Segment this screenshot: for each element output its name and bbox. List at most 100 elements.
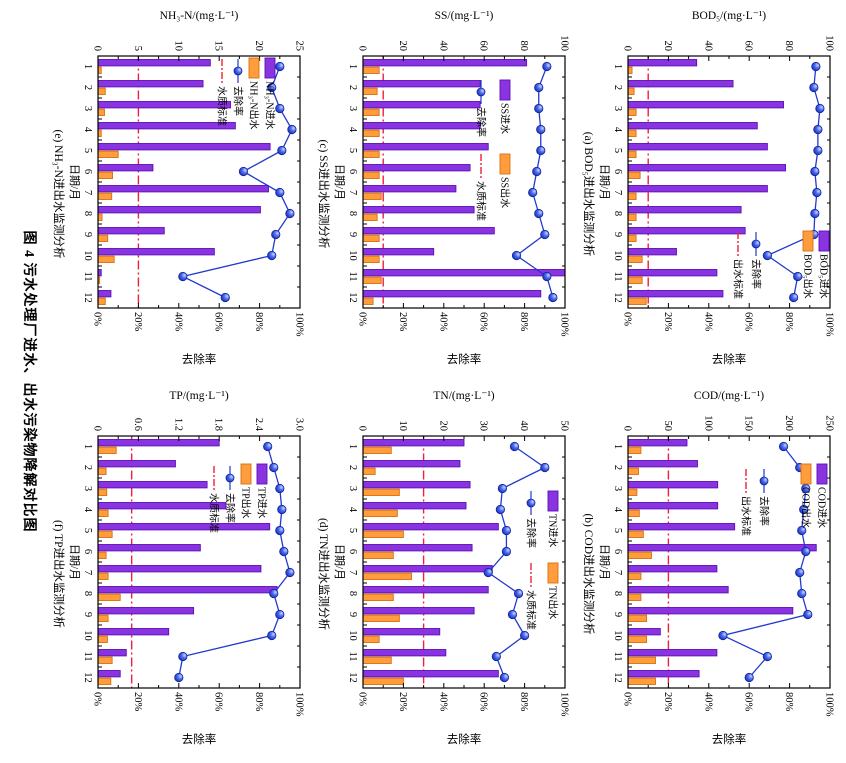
- month-tick-d: 1: [347, 444, 358, 449]
- bar-effluent-m12: [627, 677, 656, 685]
- bar-effluent-m11: [362, 276, 382, 284]
- month-tick-f: 1: [82, 444, 93, 449]
- y2tick-a: 40%: [702, 312, 713, 332]
- removal-point-m1: [542, 61, 552, 72]
- legend-removal-marker-icon: [759, 476, 769, 486]
- legend-label-eff: TP出水: [240, 487, 253, 519]
- bar-influent-m5: [627, 523, 736, 531]
- bar-influent-m1: [362, 439, 465, 447]
- bar-influent-m10: [362, 628, 441, 636]
- y2tick-a: 20%: [662, 312, 673, 332]
- month-tick-c: 9: [347, 232, 358, 237]
- ytick-e: 25: [294, 41, 305, 52]
- removal-axis-title-e: 去除率: [182, 352, 217, 366]
- y2tick-d: 80%: [518, 692, 529, 712]
- bar-effluent-m2: [97, 87, 106, 95]
- panel-caption-c: (c) SS进出水监测分析: [317, 140, 331, 249]
- bar-influent-m3: [627, 481, 719, 489]
- month-tick-a: 5: [612, 148, 623, 153]
- month-tick-c: 4: [347, 127, 358, 133]
- bar-influent-m8: [362, 206, 475, 214]
- y2tick-b: 60%: [743, 692, 754, 712]
- month-tick-d: 7: [347, 570, 358, 575]
- y2tick-f: 100%: [294, 692, 305, 717]
- removal-point-m8: [534, 208, 544, 219]
- month-tick-c: 2: [347, 85, 358, 90]
- legend-swatch-inf: [264, 57, 276, 79]
- bar-effluent-m5: [627, 530, 644, 538]
- month-tick-b: 2: [612, 465, 623, 470]
- removal-markers-a: [762, 61, 825, 303]
- removal-point-m10: [267, 250, 277, 261]
- legend-label-removal: 去除率: [475, 107, 488, 137]
- month-tick-c: 5: [347, 148, 358, 153]
- y2tick-d: 40%: [437, 692, 448, 712]
- y2tick-f: 80%: [253, 692, 264, 712]
- legend-swatch-eff: [240, 463, 252, 485]
- month-tick-d: 12: [347, 672, 358, 683]
- legend-swatch-eff: [547, 562, 559, 584]
- bar-effluent-m8: [362, 213, 378, 221]
- effluent-bars-c: [362, 66, 382, 305]
- y2tick-c: 100%: [559, 312, 570, 337]
- bar-effluent-m10: [627, 255, 643, 263]
- removal-point-m12: [499, 672, 509, 683]
- month-tick-e: 10: [82, 250, 93, 261]
- y2tick-b: 100%: [824, 692, 835, 717]
- ytick-a: 20: [662, 41, 673, 52]
- month-tick-b: 4: [612, 507, 623, 513]
- bar-influent-m1: [627, 59, 698, 67]
- bar-influent-m7: [362, 565, 493, 573]
- month-tick-a: 1: [612, 64, 623, 69]
- removal-point-m5: [797, 525, 807, 536]
- bar-effluent-m2: [362, 87, 378, 95]
- bar-effluent-m6: [627, 171, 641, 179]
- bar-effluent-m7: [362, 192, 382, 200]
- bar-effluent-m3: [97, 488, 108, 496]
- removal-point-m10: [519, 630, 530, 641]
- bar-influent-m10: [97, 628, 170, 636]
- removal-point-m2: [269, 462, 279, 473]
- month-tick-a: 3: [612, 106, 623, 111]
- ytick-d: 0: [357, 426, 368, 431]
- removal-point-m6: [532, 166, 542, 177]
- bar-effluent-m9: [627, 234, 637, 242]
- month-tick-d: 3: [347, 486, 358, 491]
- legend-swatch-eff: [802, 230, 814, 252]
- legend-removal-marker-icon: [233, 66, 243, 76]
- bar-influent-m8: [362, 586, 489, 594]
- x-axis-title-c: 日期/月: [333, 164, 346, 200]
- ytick-b: 150: [743, 415, 754, 431]
- panel-caption-e: (e) NH₃-N进出水监测分析: [52, 130, 66, 259]
- legend-label-eff: SS出水: [499, 177, 512, 208]
- removal-point-m11: [178, 271, 188, 282]
- legend-label-inf: BOD₅进水: [818, 254, 830, 299]
- bar-influent-m12: [627, 290, 724, 298]
- influent-bars-e: [97, 59, 271, 298]
- month-tick-c: 7: [347, 190, 358, 195]
- y2tick-c: 20%: [397, 312, 408, 332]
- ytick-e: 5: [132, 46, 143, 51]
- influent-bars-d: [362, 439, 499, 678]
- y2tick-f: 60%: [213, 692, 224, 712]
- removal-point-m7: [812, 187, 822, 198]
- removal-point-m9: [540, 229, 550, 240]
- removal-point-m9: [275, 609, 285, 620]
- removal-point-m11: [542, 271, 552, 282]
- axis-ticks-a: [627, 55, 831, 309]
- removal-point-m2: [809, 82, 819, 93]
- bar-effluent-m8: [97, 213, 103, 221]
- month-tick-d: 4: [347, 507, 358, 513]
- removal-point-m3: [534, 103, 544, 114]
- y-axis-title-a: BOD₅/(mg·L⁻¹): [692, 10, 766, 22]
- legend-swatch-inf: [818, 230, 830, 252]
- y2tick-d: 100%: [559, 692, 570, 717]
- month-tick-a: 8: [612, 211, 623, 216]
- bar-effluent-m9: [97, 614, 109, 622]
- bar-effluent-m4: [362, 509, 398, 517]
- removal-point-m11: [491, 651, 501, 662]
- bar-influent-m3: [362, 481, 471, 489]
